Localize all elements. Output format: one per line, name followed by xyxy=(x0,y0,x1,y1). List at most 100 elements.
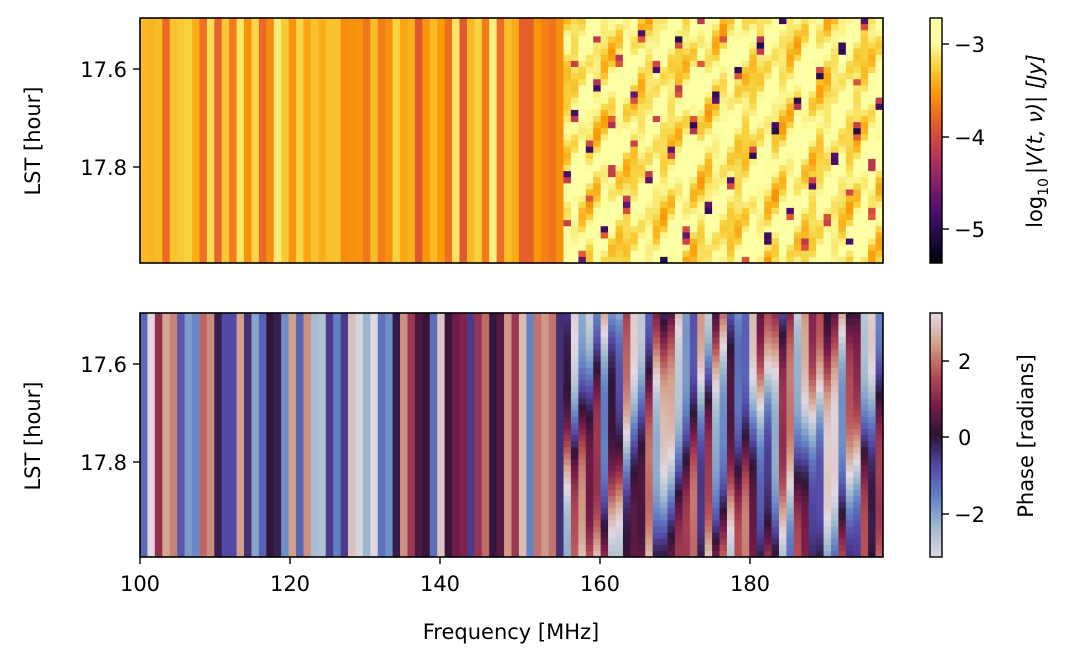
phase-cell xyxy=(830,398,839,405)
amplitude-cell xyxy=(600,177,609,184)
amplitude-cell xyxy=(697,171,706,178)
phase-cell xyxy=(778,361,787,369)
amplitude-cell xyxy=(608,158,616,166)
phase-cell xyxy=(778,471,787,479)
phase-cell xyxy=(600,435,609,442)
amplitude-cell xyxy=(615,30,624,37)
phase-cell xyxy=(875,441,883,448)
amplitude-cell xyxy=(563,232,572,239)
phase-cell xyxy=(615,471,624,479)
phase-cell xyxy=(563,514,572,521)
phase-cell xyxy=(652,422,661,430)
phase-cell xyxy=(749,404,758,411)
phase-cell xyxy=(667,526,676,533)
phase-cell xyxy=(630,349,639,357)
amplitude-cell xyxy=(853,214,862,221)
amplitude-column xyxy=(496,18,505,263)
phase-cell xyxy=(667,343,676,350)
phase-cell xyxy=(793,398,802,405)
amplitude-cell xyxy=(652,226,661,233)
amplitude-cell xyxy=(793,232,802,239)
phase-cell xyxy=(645,325,654,332)
phase-cell xyxy=(615,349,624,357)
amplitude-cell xyxy=(771,73,780,80)
amplitude-cell xyxy=(793,146,802,154)
phase-cell xyxy=(608,477,616,485)
phase-cell xyxy=(741,441,750,448)
phase-cell xyxy=(801,496,810,503)
phase-cell xyxy=(689,410,698,418)
amplitude-cell xyxy=(726,67,735,74)
amplitude-cell xyxy=(637,103,646,111)
phase-cell xyxy=(838,386,847,393)
amplitude-cell xyxy=(749,207,758,215)
amplitude-cell xyxy=(771,134,780,141)
phase-cell xyxy=(712,520,720,527)
amplitude-cell xyxy=(674,238,683,245)
phase-cell xyxy=(786,325,795,332)
amplitude-cell xyxy=(585,201,594,209)
phase-cell xyxy=(704,319,713,326)
phase-cell xyxy=(801,343,810,350)
amplitude-cell xyxy=(823,30,832,37)
amplitude-cell xyxy=(793,116,802,123)
phase-cell xyxy=(570,435,579,442)
amplitude-cell xyxy=(808,103,817,111)
amplitude-cell xyxy=(875,201,883,209)
amplitude-column xyxy=(481,18,490,263)
phase-cell xyxy=(682,313,691,320)
phase-cell xyxy=(608,550,616,557)
amplitude-cell xyxy=(622,134,631,141)
amplitude-cell xyxy=(726,128,735,135)
amplitude-cell xyxy=(741,85,750,92)
amplitude-cell xyxy=(719,79,728,86)
amplitude-cell xyxy=(615,250,624,258)
amplitude-cell xyxy=(816,97,824,105)
amplitude-cell xyxy=(622,177,631,184)
phase-cell xyxy=(778,538,787,546)
phase-cell xyxy=(697,380,706,387)
amplitude-cell xyxy=(875,146,883,154)
phase-cell xyxy=(793,502,802,509)
amplitude-cell xyxy=(845,103,854,111)
phase-cell xyxy=(622,349,631,357)
phase-cell xyxy=(689,441,698,448)
amplitude-cell xyxy=(845,250,854,258)
phase-cell xyxy=(741,550,750,557)
phase-cell xyxy=(682,355,691,363)
phase-cell xyxy=(734,550,743,557)
phase-cell xyxy=(860,453,869,460)
amplitude-cell xyxy=(771,256,780,263)
amplitude-cell xyxy=(838,250,847,258)
amplitude-cell xyxy=(622,152,631,160)
phase-cell xyxy=(778,331,787,338)
phase-cell xyxy=(585,392,594,399)
amplitude-cell xyxy=(637,214,646,221)
amplitude-cell xyxy=(630,54,639,62)
amplitude-cell xyxy=(786,103,795,111)
phase-cell xyxy=(652,386,661,393)
phase-cell xyxy=(563,313,572,320)
amplitude-cell xyxy=(578,54,587,62)
amplitude-cell xyxy=(801,122,810,129)
phase-cell xyxy=(600,447,609,454)
amplitude-cell xyxy=(853,152,862,160)
phase-cell xyxy=(652,483,661,491)
amplitude-cell xyxy=(637,30,646,37)
amp-ytick-label-2: 17.8 xyxy=(80,156,127,180)
phase-cell xyxy=(600,313,609,320)
amplitude-cell xyxy=(637,152,646,160)
amplitude-cell xyxy=(868,67,876,74)
amplitude-cell xyxy=(637,189,646,196)
amplitude-cell xyxy=(630,109,639,117)
amplitude-cell xyxy=(823,177,832,184)
phase-cell xyxy=(778,392,787,399)
phase-cell xyxy=(622,386,631,393)
amplitude-cell xyxy=(816,42,824,49)
phase-cell xyxy=(801,380,810,387)
amplitude-cell xyxy=(667,42,676,49)
amplitude-cell xyxy=(704,238,713,245)
amplitude-cell xyxy=(875,171,883,178)
amplitude-column xyxy=(325,18,334,263)
